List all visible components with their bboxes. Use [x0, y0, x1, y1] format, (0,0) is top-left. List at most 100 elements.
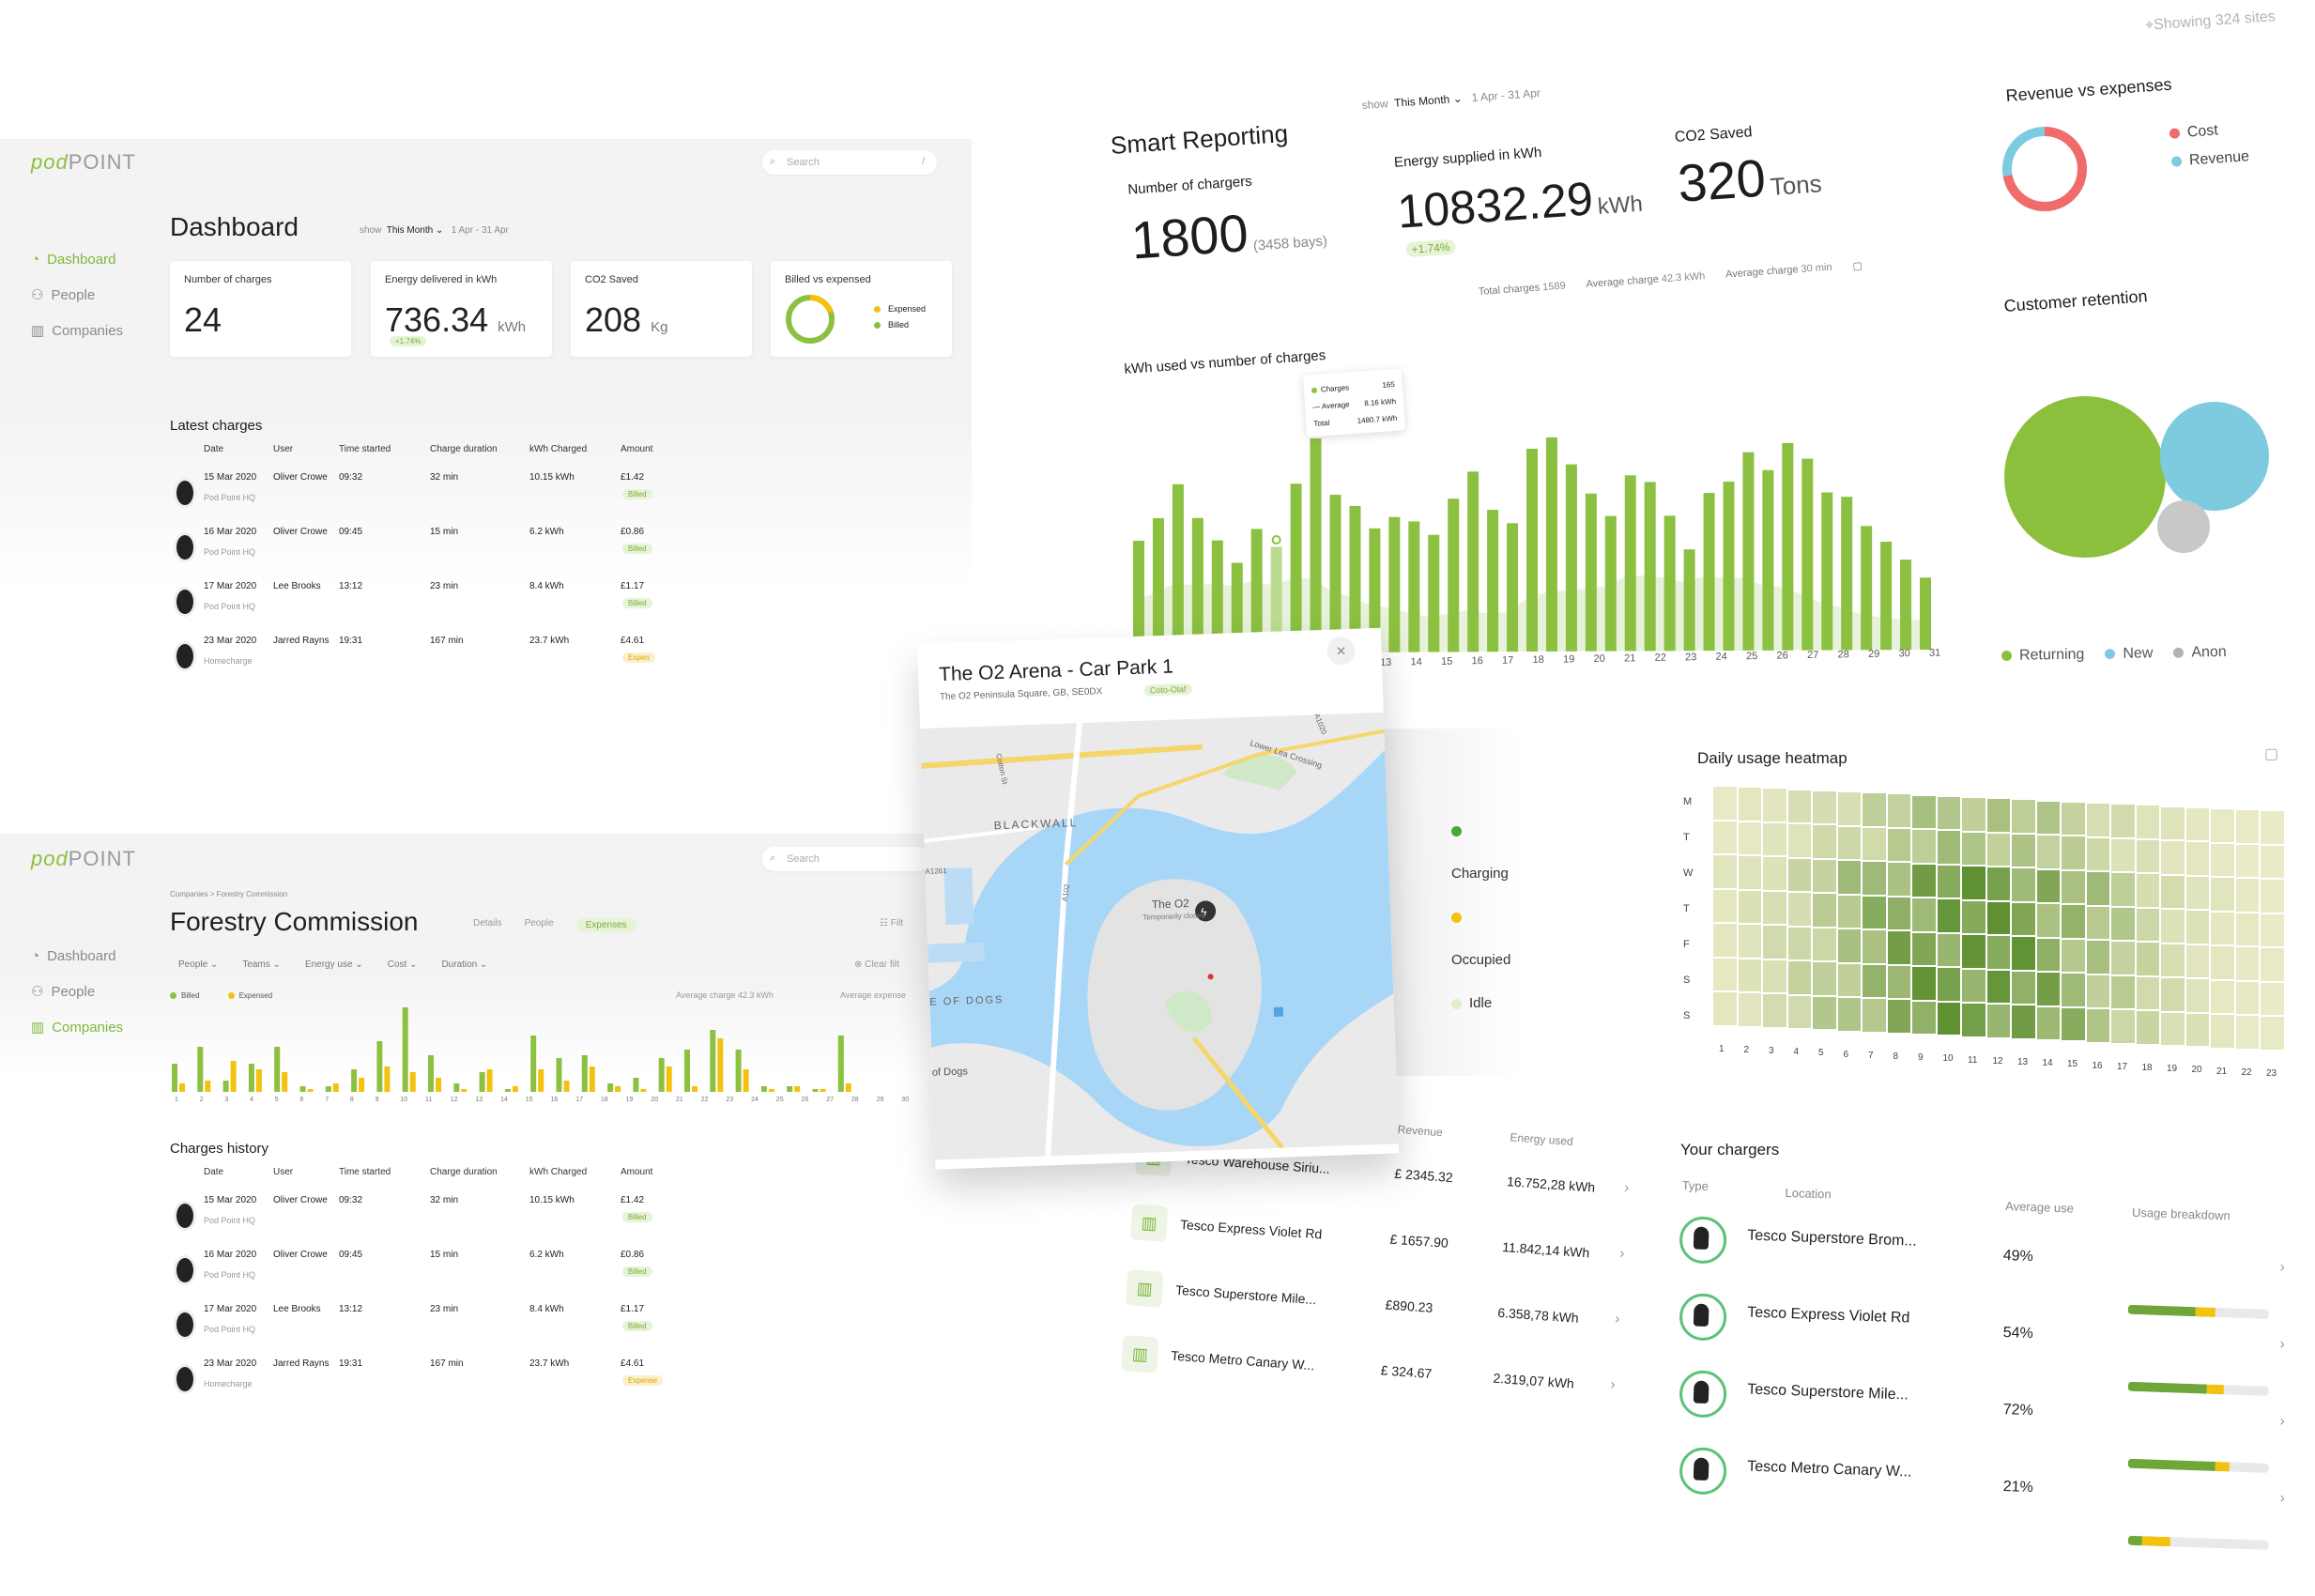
sidebar-item-dashboard[interactable]: ◔ Dashboard	[31, 252, 116, 268]
smart-period-selector[interactable]: show This Month ⌄ 1 Apr - 31 Apr	[1361, 85, 1541, 113]
heatmap-cell[interactable]	[1763, 822, 1786, 856]
heatmap-cell[interactable]	[1837, 998, 1861, 1031]
heatmap-cell[interactable]	[2185, 876, 2209, 910]
heatmap-cell[interactable]	[2235, 913, 2259, 946]
heatmap-cell[interactable]	[2012, 834, 2035, 867]
heatmap-cell[interactable]	[1787, 858, 1811, 892]
heatmap-cell[interactable]	[1962, 969, 1985, 1002]
heatmap-cell[interactable]	[1837, 792, 1861, 825]
heatmap-cell[interactable]	[2136, 1011, 2159, 1044]
heatmap-cell[interactable]	[2062, 870, 2085, 904]
heatmap-cell[interactable]	[1713, 889, 1737, 922]
heatmap-cell[interactable]	[1937, 831, 1960, 864]
heatmap-cell[interactable]	[1986, 799, 2010, 832]
filter-dropdown[interactable]: People ⌄	[178, 959, 219, 970]
heatmap-cell[interactable]	[2235, 810, 2259, 843]
heatmap-cell[interactable]	[2136, 839, 2159, 873]
heatmap-cell[interactable]	[2161, 910, 2185, 943]
heatmap-cell[interactable]	[2036, 973, 2060, 1005]
heatmap-cell[interactable]	[1787, 790, 1811, 823]
search-input[interactable]: ⌕ Search /	[762, 150, 937, 175]
heatmap-cell[interactable]	[2235, 947, 2259, 980]
heatmap-cell[interactable]	[1813, 825, 1836, 858]
heatmap-cell[interactable]	[2161, 1012, 2185, 1046]
filter-dropdown[interactable]: Teams ⌄	[242, 959, 281, 970]
heatmap-cell[interactable]	[1912, 898, 1936, 931]
heatmap-cell[interactable]	[1863, 964, 1886, 998]
chevron-right-icon[interactable]: ›	[1614, 1311, 1621, 1327]
search-input[interactable]: ⌕ Search	[762, 847, 929, 871]
heatmap-cell[interactable]	[1912, 864, 1936, 898]
heatmap-cell[interactable]	[1962, 832, 1985, 865]
heatmap-cell[interactable]	[2261, 811, 2284, 844]
heatmap-cell[interactable]	[1986, 867, 2010, 900]
heatmap-cell[interactable]	[2111, 838, 2135, 872]
heatmap-cell[interactable]	[1813, 790, 1836, 824]
heatmap-cell[interactable]	[2086, 941, 2109, 974]
period-selector[interactable]: show This Month ⌄ 1 Apr - 31 Apr	[360, 225, 509, 236]
heatmap-cell[interactable]	[1713, 958, 1737, 990]
heatmap-cell[interactable]	[2261, 880, 2284, 913]
charger-row[interactable]: Tesco Metro Canary W... 21% ›	[1679, 1447, 2291, 1550]
heatmap-cell[interactable]	[1887, 897, 1910, 930]
heatmap-cell[interactable]	[2161, 875, 2185, 909]
heatmap-cell[interactable]	[2111, 975, 2135, 1009]
heatmap-cell[interactable]	[1813, 894, 1836, 927]
heatmap-cell[interactable]	[2211, 878, 2234, 911]
sidebar-item-dashboard[interactable]: ◔ Dashboard	[31, 948, 116, 964]
heatmap-cell[interactable]	[2261, 913, 2284, 947]
heatmap-cell[interactable]	[2161, 978, 2185, 1011]
heatmap-cell[interactable]	[2062, 974, 2085, 1006]
filter-button[interactable]: ☷ Filt	[880, 918, 904, 928]
heatmap-cell[interactable]	[2261, 948, 2284, 981]
heatmap-cell[interactable]	[1787, 893, 1811, 926]
charger-row[interactable]: Tesco Express Violet Rd 54% ›	[1679, 1293, 2291, 1396]
heatmap-cell[interactable]	[2111, 1010, 2135, 1043]
heatmap-cell[interactable]	[1986, 1005, 2010, 1037]
heatmap-cell[interactable]	[2161, 944, 2185, 977]
chevron-right-icon[interactable]: ›	[1609, 1376, 1617, 1393]
close-icon[interactable]: ×	[1326, 636, 1357, 666]
heatmap-cell[interactable]	[1787, 824, 1811, 857]
heatmap-cell[interactable]	[1738, 856, 1761, 889]
heatmap-cell[interactable]	[1713, 855, 1737, 888]
heatmap-cell[interactable]	[1962, 798, 1985, 831]
heatmap-cell[interactable]	[2012, 868, 2035, 901]
heatmap-cell[interactable]	[1912, 795, 1936, 829]
heatmap-cell[interactable]	[2036, 904, 2060, 937]
heatmap-cell[interactable]	[1763, 857, 1786, 890]
heatmap-cell[interactable]	[2185, 979, 2209, 1012]
filter-dropdown[interactable]: Cost ⌄	[387, 959, 418, 970]
heatmap-cell[interactable]	[1813, 996, 1836, 1030]
heatmap-cell[interactable]	[1937, 1002, 1960, 1036]
heatmap-cell[interactable]	[2185, 842, 2209, 875]
heatmap-cell[interactable]	[2012, 902, 2035, 936]
chevron-right-icon[interactable]: ›	[2279, 1413, 2286, 1430]
heatmap-cell[interactable]	[1738, 788, 1761, 821]
heatmap-cell[interactable]	[1763, 994, 1786, 1027]
heatmap-cell[interactable]	[2036, 869, 2060, 903]
heatmap-cell[interactable]	[1937, 933, 1960, 967]
heatmap-cell[interactable]	[1813, 928, 1836, 961]
heatmap-cell[interactable]	[1837, 895, 1861, 928]
table-row[interactable]: 16 Mar 2020 Pod Point HQ Oliver Crowe 09:45…	[170, 1250, 949, 1297]
heatmap-cell[interactable]	[1937, 899, 1960, 932]
charger-row[interactable]: Tesco Superstore Brom... 49% ›	[1679, 1216, 2291, 1319]
chevron-right-icon[interactable]: ›	[2279, 1336, 2286, 1353]
heatmap-cell[interactable]	[1962, 867, 1985, 899]
heatmap-cell[interactable]	[1912, 830, 1936, 863]
heatmap-cell[interactable]	[2086, 872, 2109, 905]
heatmap-cell[interactable]	[2012, 800, 2035, 833]
heatmap-cell[interactable]	[1863, 896, 1886, 929]
heatmap-cell[interactable]	[2211, 1015, 2234, 1048]
clear-filters[interactable]: ⊗ Clear filt	[854, 959, 899, 970]
heatmap-cell[interactable]	[1738, 993, 1761, 1026]
heatmap-cell[interactable]	[2036, 938, 2060, 972]
heatmap-cell[interactable]	[1962, 1004, 1985, 1036]
heatmap-cell[interactable]	[2062, 1007, 2085, 1041]
heatmap-cell[interactable]	[1887, 863, 1910, 896]
heatmap-cell[interactable]	[1813, 962, 1836, 995]
heatmap-cell[interactable]	[1887, 1000, 1910, 1033]
chevron-right-icon[interactable]: ›	[2279, 1490, 2286, 1507]
heatmap-cell[interactable]	[1912, 1001, 1936, 1035]
